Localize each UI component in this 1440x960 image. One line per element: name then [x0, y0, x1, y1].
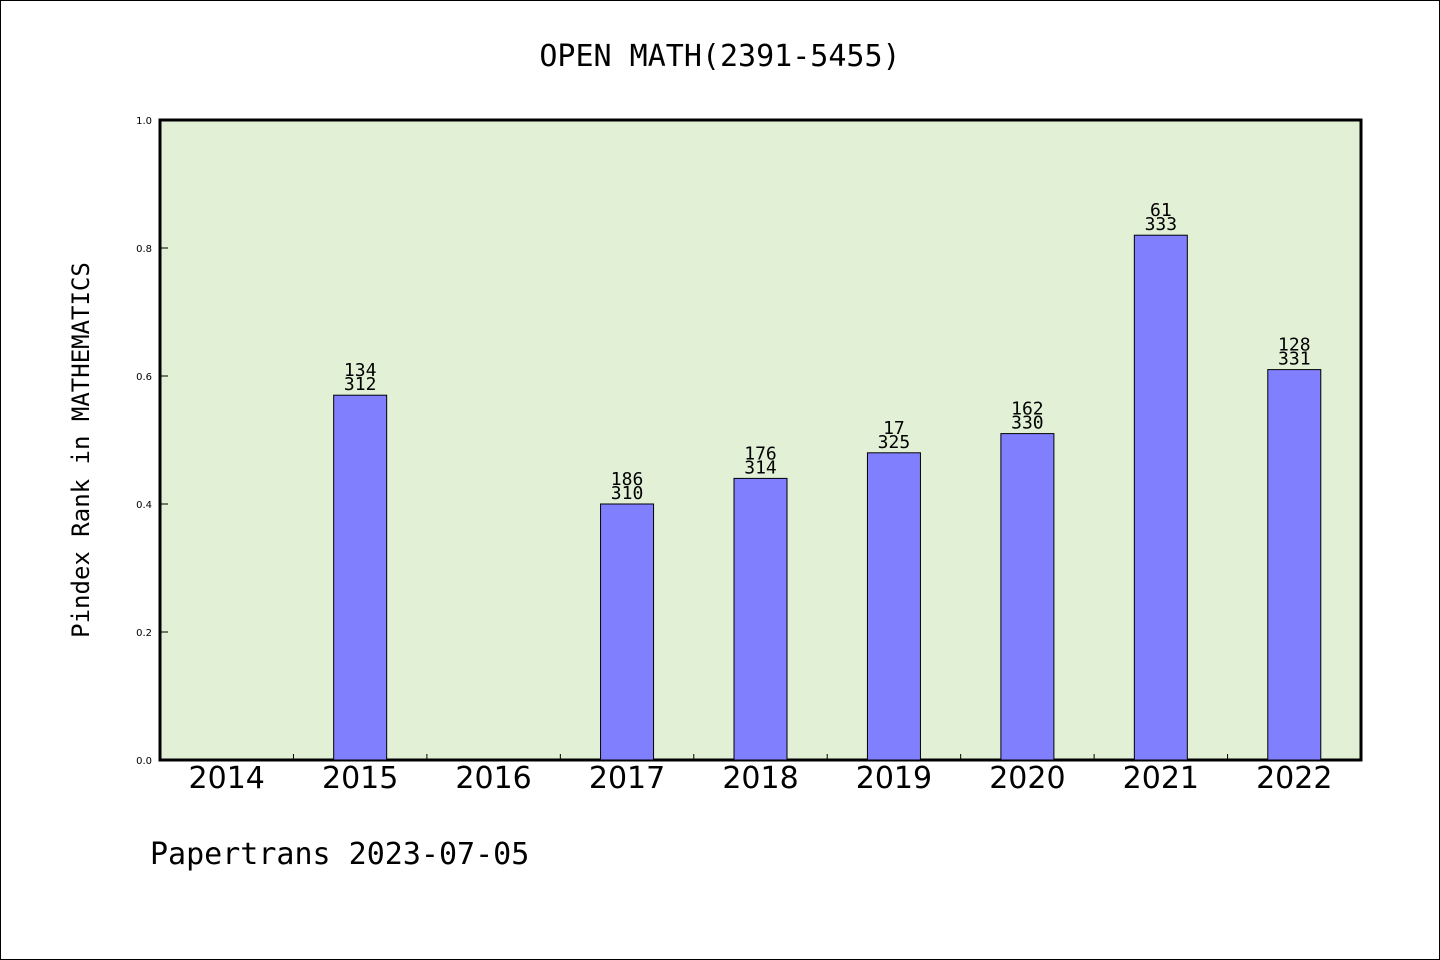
bar: [866, 452, 921, 761]
bar: [600, 503, 655, 761]
y-tick-label: 0.8: [136, 244, 152, 255]
x-tick-label: 2016: [455, 761, 531, 796]
chart-title: OPEN MATH(2391-5455): [539, 39, 900, 74]
x-tick-label: 2015: [322, 761, 398, 796]
footer-credit: Papertrans 2023-07-05: [150, 837, 529, 872]
x-tick-label: 2020: [989, 761, 1065, 796]
bar-label-bottom: 310: [611, 483, 644, 504]
y-axis: 0.0 0.2 0.4 0.6 0.8 1.0: [136, 116, 168, 767]
y-tick-label: 1.0: [136, 116, 152, 127]
x-axis: 2014 2015 2016 2017 2018 2019 2020 2021 2022: [189, 754, 1332, 796]
bar-label-bottom: 333: [1145, 214, 1178, 235]
x-tick-label: 2019: [856, 761, 932, 796]
bar-label-top: 162: [1011, 399, 1044, 420]
bar-label-top: 128: [1278, 335, 1311, 356]
y-tick-label: 0.0: [136, 756, 152, 767]
x-tick-label: 2014: [189, 761, 265, 796]
bar: [1267, 369, 1322, 761]
y-axis-label: Pindex Rank in MATHEMATICS: [67, 262, 95, 638]
x-tick-label: 2018: [722, 761, 798, 796]
bar-label-bottom: 325: [878, 432, 911, 453]
bar-label-top: 186: [611, 469, 644, 490]
bar-label-bottom: 331: [1278, 349, 1311, 370]
bar-label-top: 17: [883, 418, 905, 439]
bar-label-top: 176: [744, 443, 777, 464]
x-tick-label: 2022: [1256, 761, 1332, 796]
bar: [1000, 433, 1055, 761]
y-tick-label: 0.2: [136, 628, 152, 639]
bar-label-bottom: 314: [744, 457, 777, 478]
bar: [333, 394, 388, 761]
bar-label-top: 61: [1150, 200, 1172, 221]
bar: [733, 477, 788, 761]
y-tick-label: 0.6: [136, 372, 152, 383]
y-tick-label: 0.4: [136, 500, 152, 511]
bar-label-bottom: 312: [344, 374, 377, 395]
bar-label-top: 134: [344, 360, 377, 381]
bar: [1133, 234, 1188, 761]
x-tick-label: 2017: [589, 761, 665, 796]
x-tick-label: 2021: [1123, 761, 1199, 796]
bar-label-bottom: 330: [1011, 413, 1044, 434]
